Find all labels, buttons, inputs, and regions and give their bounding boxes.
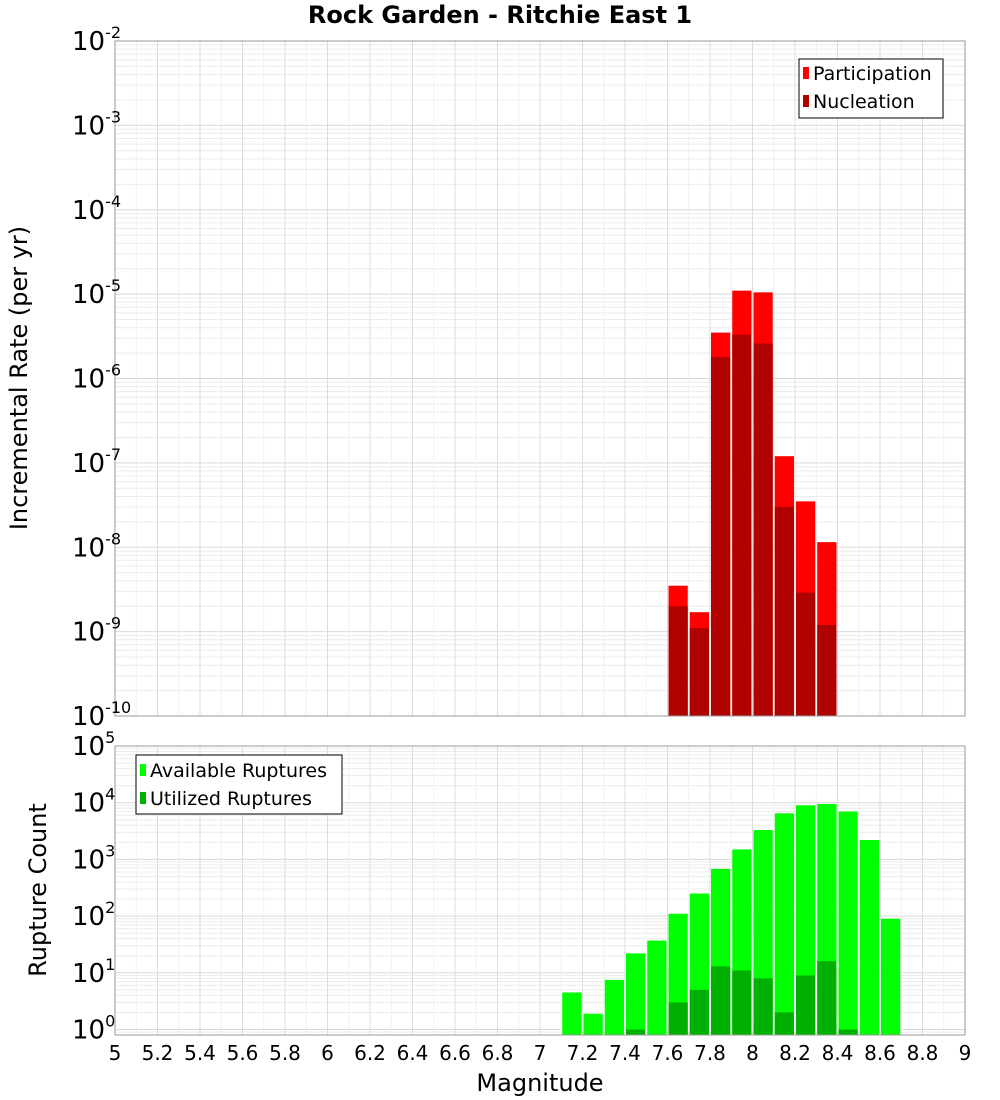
count-bar-available-ruptures — [647, 940, 667, 1035]
top-plot-bars — [668, 290, 837, 716]
count-bar-utilized-ruptures — [711, 966, 731, 1035]
rate-bar-nucleation — [753, 343, 773, 716]
y-tick-label: 10-8 — [72, 529, 121, 563]
top-plot-y-tick-labels: 10-10 10-9 10-8 10-7 10-6 10-5 10-4 10-3 10-2 — [72, 23, 131, 732]
x-tick-label: 5.6 — [227, 1041, 259, 1065]
count-bar-utilized-ruptures — [838, 1029, 858, 1035]
y-tick-label: 103 — [72, 841, 115, 875]
y-tick-label: 102 — [72, 898, 115, 932]
count-bar-utilized-ruptures — [689, 989, 709, 1035]
x-tick-label: 5.2 — [142, 1041, 174, 1065]
x-tick-label: 6.4 — [397, 1041, 429, 1065]
bottom-plot-y-axis-title: Rupture Count — [24, 803, 52, 977]
x-tick-label: 8.4 — [822, 1041, 854, 1065]
legend-label-nucleation: Nucleation — [813, 91, 915, 113]
legend-label-utilized-ruptures: Utilized Ruptures — [150, 788, 312, 810]
count-bar-utilized-ruptures — [668, 1002, 688, 1035]
y-tick-label: 10-9 — [72, 614, 121, 648]
bottom-plot-frame — [114, 745, 966, 1036]
y-tick-label: 100 — [72, 1012, 115, 1046]
bottom-legend-box — [135, 754, 343, 815]
bottom-plot-legend: Available Ruptures Utilized Ruptures — [135, 754, 343, 815]
x-tick-label: 7 — [534, 1041, 547, 1065]
x-tick-label: 5.4 — [184, 1041, 216, 1065]
bottom-plot-y-tick-labels: 100 101 102 103 104 105 — [72, 728, 115, 1046]
rate-bar-nucleation — [817, 624, 837, 716]
bottom-plot: 100 101 102 103 104 105 5 5.2 5.4 5.6 5.8 6 6.2 6.4 6… — [24, 728, 971, 1097]
count-bar-available-ruptures — [583, 1013, 603, 1035]
x-tick-label: 7.8 — [694, 1041, 726, 1065]
count-bar-available-ruptures — [881, 918, 901, 1035]
count-bar-utilized-ruptures — [626, 1029, 646, 1035]
top-plot-gridlines — [114, 41, 966, 717]
count-bar-available-ruptures — [859, 839, 879, 1035]
count-bar-utilized-ruptures — [817, 961, 837, 1035]
rate-bar-nucleation — [711, 356, 731, 716]
y-tick-label: 101 — [72, 955, 115, 989]
y-tick-label: 10-6 — [72, 361, 121, 395]
x-tick-label: 8 — [746, 1041, 759, 1065]
x-tick-label: 9 — [959, 1041, 972, 1065]
count-bar-available-ruptures — [604, 979, 624, 1035]
x-tick-label: 6.6 — [439, 1041, 471, 1065]
y-tick-label: 10-2 — [72, 23, 121, 57]
count-bar-available-ruptures — [626, 953, 646, 1035]
count-bar-available-ruptures — [774, 813, 794, 1035]
top-plot-y-axis-title: Incremental Rate (per yr) — [5, 226, 33, 530]
x-tick-label: 8.8 — [907, 1041, 939, 1065]
count-bar-available-ruptures — [838, 811, 858, 1035]
x-tick-label: 7.6 — [652, 1041, 684, 1065]
top-legend-box — [798, 58, 944, 119]
y-tick-label: 10-3 — [72, 107, 121, 141]
rate-bar-nucleation — [796, 592, 816, 716]
x-tick-label: 7.2 — [567, 1041, 599, 1065]
legend-swatch-utilized-ruptures — [140, 792, 146, 804]
x-axis-tick-labels: 5 5.2 5.4 5.6 5.8 6 6.2 6.4 6.6 6.8 7 7.2 7.4 7.6 7.8 8… — [109, 1041, 972, 1065]
y-tick-label: 10-4 — [72, 192, 121, 226]
y-tick-label: 104 — [72, 785, 115, 819]
top-plot: 10-10 10-9 10-8 10-7 10-6 10-5 10-4 10-3 10-2 In… — [5, 23, 966, 732]
rate-bar-nucleation — [689, 628, 709, 716]
x-tick-label: 8.2 — [779, 1041, 811, 1065]
rate-bar-nucleation — [668, 606, 688, 716]
rate-bar-nucleation — [732, 334, 752, 716]
y-tick-label: 105 — [72, 728, 115, 762]
rate-bar-nucleation — [774, 506, 794, 716]
y-tick-label: 10-10 — [72, 698, 131, 732]
legend-label-participation: Participation — [813, 63, 932, 85]
count-bar-utilized-ruptures — [774, 1012, 794, 1035]
x-tick-label: 5 — [109, 1041, 122, 1065]
legend-swatch-participation — [803, 67, 809, 79]
count-bar-utilized-ruptures — [796, 975, 816, 1035]
y-tick-label: 10-5 — [72, 276, 121, 310]
legend-label-available-ruptures: Available Ruptures — [150, 760, 327, 782]
x-tick-label: 7.4 — [609, 1041, 641, 1065]
x-axis-title: Magnitude — [476, 1069, 603, 1097]
x-tick-label: 8.6 — [864, 1041, 896, 1065]
chart-title: Rock Garden - Ritchie East 1 — [308, 1, 692, 29]
legend-swatch-available-ruptures — [140, 764, 146, 776]
x-tick-label: 6.2 — [354, 1041, 386, 1065]
top-plot-legend: Participation Nucleation — [798, 58, 944, 119]
x-tick-label: 5.8 — [269, 1041, 301, 1065]
top-plot-frame — [114, 40, 966, 717]
x-tick-label: 6.8 — [482, 1041, 514, 1065]
x-tick-label: 6 — [321, 1041, 334, 1065]
count-bar-available-ruptures — [562, 992, 582, 1035]
bottom-plot-bars — [562, 803, 901, 1035]
y-tick-label: 10-7 — [72, 445, 121, 479]
count-bar-utilized-ruptures — [732, 970, 752, 1035]
legend-swatch-nucleation — [803, 95, 809, 107]
count-bar-utilized-ruptures — [753, 978, 773, 1035]
